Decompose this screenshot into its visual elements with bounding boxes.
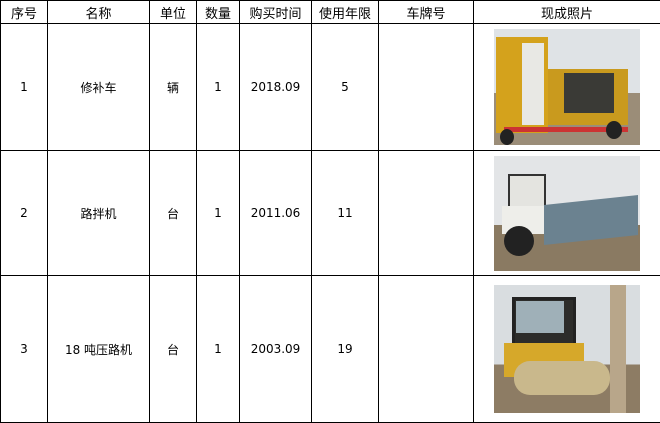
road-mixer-photo [494, 155, 640, 271]
header-years: 使用年限 [311, 0, 379, 24]
table-row: 2 路拌机 台 1 2011.06 11 [0, 150, 660, 276]
header-qty: 数量 [196, 0, 240, 24]
cell-years: 11 [311, 150, 379, 276]
cell-years: 19 [311, 275, 379, 423]
cell-unit: 台 [149, 150, 197, 276]
cell-date: 2011.06 [239, 150, 312, 276]
header-name: 名称 [47, 0, 150, 24]
header-unit: 单位 [149, 0, 197, 24]
cell-plate [378, 23, 474, 151]
header-row: 序号 名称 单位 数量 购买时间 使用年限 车牌号 现成照片 [0, 0, 660, 24]
cell-photo [473, 150, 660, 276]
cell-name: 18 吨压路机 [47, 275, 150, 423]
cell-plate [378, 150, 474, 276]
cell-no: 3 [0, 275, 48, 423]
cell-qty: 1 [196, 275, 240, 423]
cell-qty: 1 [196, 150, 240, 276]
cell-photo [473, 23, 660, 151]
cell-qty: 1 [196, 23, 240, 151]
header-plate: 车牌号 [378, 0, 474, 24]
cell-plate [378, 275, 474, 423]
table-row: 3 18 吨压路机 台 1 2003.09 19 [0, 275, 660, 423]
header-photo: 现成照片 [473, 0, 660, 24]
repair-truck-photo [494, 29, 640, 145]
cell-unit: 台 [149, 275, 197, 423]
cell-no: 1 [0, 23, 48, 151]
header-date: 购买时间 [239, 0, 312, 24]
cell-years: 5 [311, 23, 379, 151]
cell-date: 2003.09 [239, 275, 312, 423]
road-roller-photo [494, 285, 640, 413]
cell-name: 修补车 [47, 23, 150, 151]
table-row: 1 修补车 辆 1 2018.09 5 [0, 23, 660, 151]
header-no: 序号 [0, 0, 48, 24]
cell-name: 路拌机 [47, 150, 150, 276]
cell-photo [473, 275, 660, 423]
cell-date: 2018.09 [239, 23, 312, 151]
cell-unit: 辆 [149, 23, 197, 151]
cell-no: 2 [0, 150, 48, 276]
